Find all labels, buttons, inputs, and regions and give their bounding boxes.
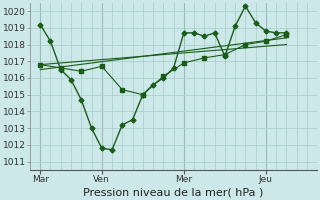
- X-axis label: Pression niveau de la mer( hPa ): Pression niveau de la mer( hPa ): [84, 187, 264, 197]
